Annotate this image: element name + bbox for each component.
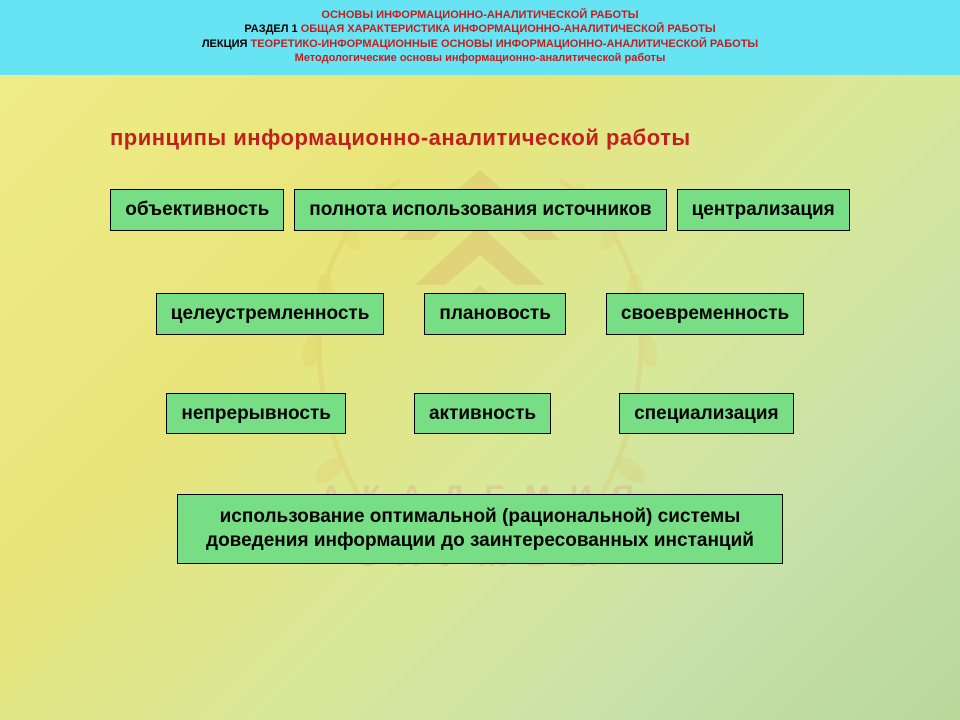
box-continuity: непрерывность — [166, 393, 346, 435]
principles-row-3: непрерывность активность специализация — [40, 393, 920, 435]
header-line-3: ЛЕКЦИЯ ТЕОРЕТИКО-ИНФОРМАЦИОННЫЕ ОСНОВЫ И… — [0, 37, 960, 51]
principles-row-2: целеустремленность плановость своевремен… — [40, 293, 920, 335]
header-line-2: РАЗДЕЛ 1 ОБЩАЯ ХАРАКТЕРИСТИКА ИНФОРМАЦИО… — [0, 22, 960, 36]
box-purposefulness: целеустремленность — [156, 293, 385, 335]
box-activity: активность — [414, 393, 551, 435]
box-completeness: полнота использования источников — [294, 189, 666, 231]
box-centralization: централизация — [677, 189, 850, 231]
content-area: принципы информационно-аналитической раб… — [0, 125, 960, 564]
header-line-3-prefix: ЛЕКЦИЯ — [202, 38, 251, 50]
box-timeliness: своевременность — [606, 293, 804, 335]
header-line-2-main: ОБЩАЯ ХАРАКТЕРИСТИКА ИНФОРМАЦИОННО-АНАЛИ… — [301, 23, 716, 35]
header-band: ОСНОВЫ ИНФОРМАЦИОННО-АНАЛИТИЧЕСКОЙ РАБОТ… — [0, 0, 960, 75]
header-line-1: ОСНОВЫ ИНФОРМАЦИОННО-АНАЛИТИЧЕСКОЙ РАБОТ… — [0, 8, 960, 22]
principles-row-4: использование оптимальной (рациональной)… — [40, 494, 920, 564]
header-line-4: Методологические основы информационно-ан… — [0, 51, 960, 65]
box-objectivity: объективность — [110, 189, 284, 231]
main-title: принципы информационно-аналитической раб… — [110, 125, 920, 151]
principles-row-1: объективность полнота использования исто… — [40, 189, 920, 231]
header-line-2-prefix: РАЗДЕЛ 1 — [244, 23, 300, 35]
box-specialization: специализация — [619, 393, 794, 435]
header-line-3-main: ТЕОРЕТИКО-ИНФОРМАЦИОННЫЕ ОСНОВЫ ИНФОРМАЦ… — [251, 38, 759, 50]
box-planning: плановость — [424, 293, 566, 335]
box-optimal-system: использование оптимальной (рациональной)… — [177, 494, 783, 564]
